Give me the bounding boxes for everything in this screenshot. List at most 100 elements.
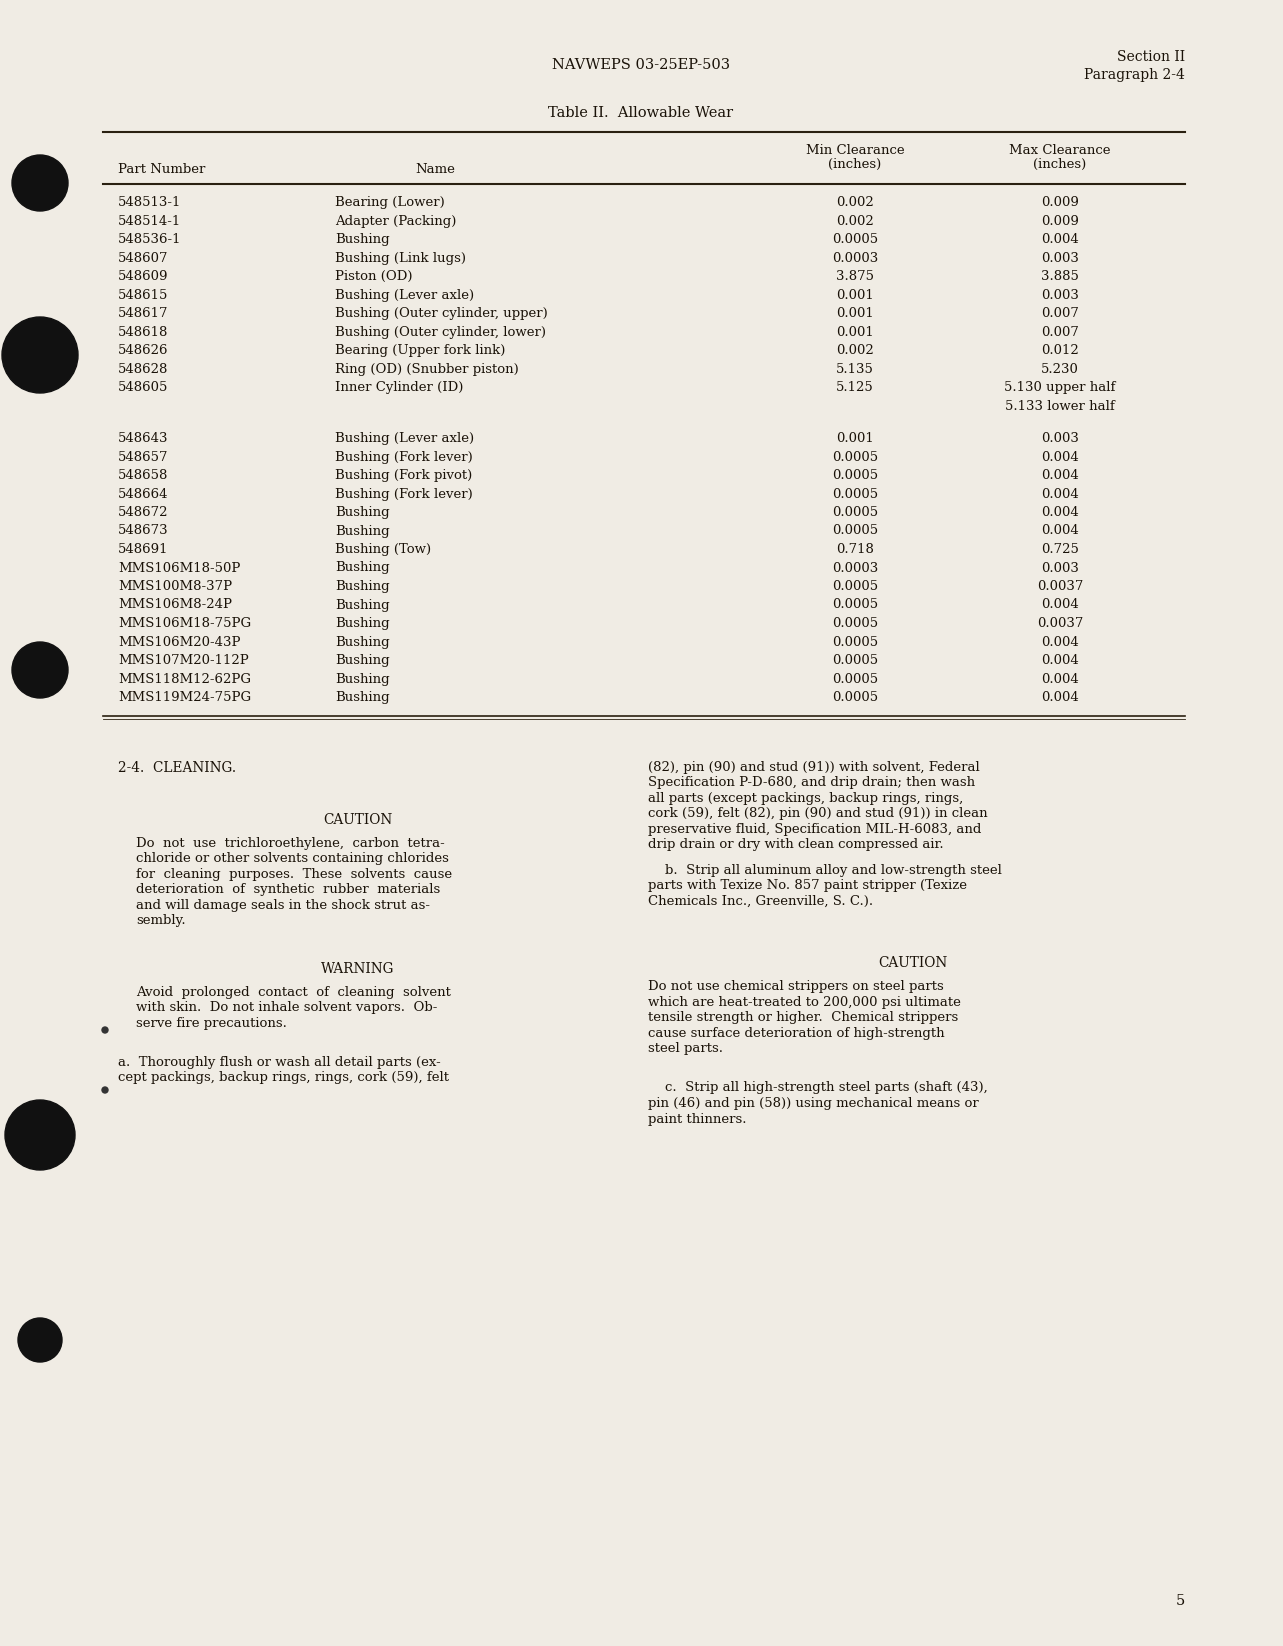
Text: Paragraph 2-4: Paragraph 2-4 [1084,67,1185,82]
Text: with skin.  Do not inhale solvent vapors.  Ob-: with skin. Do not inhale solvent vapors.… [136,1001,438,1014]
Text: Adapter (Packing): Adapter (Packing) [335,214,457,227]
Text: Ring (OD) (Snubber piston): Ring (OD) (Snubber piston) [335,362,518,375]
Circle shape [103,1027,108,1034]
Circle shape [3,318,78,393]
Text: Inner Cylinder (ID): Inner Cylinder (ID) [335,380,463,393]
Text: Bearing (Lower): Bearing (Lower) [335,196,445,209]
Text: 548628: 548628 [118,362,168,375]
Text: Chemicals Inc., Greenville, S. C.).: Chemicals Inc., Greenville, S. C.). [648,894,874,907]
Text: 0.0005: 0.0005 [831,617,878,630]
Text: 0.0005: 0.0005 [831,505,878,518]
Text: 0.0005: 0.0005 [831,525,878,538]
Text: 548691: 548691 [118,543,168,556]
Text: Bushing (Lever axle): Bushing (Lever axle) [335,431,475,444]
Text: pin (46) and pin (58)) using mechanical means or: pin (46) and pin (58)) using mechanical … [648,1096,979,1109]
Text: 0.0005: 0.0005 [831,635,878,649]
Circle shape [12,642,68,698]
Text: 5.130 upper half: 5.130 upper half [1005,380,1116,393]
Text: 548513-1: 548513-1 [118,196,181,209]
Text: 548609: 548609 [118,270,168,283]
Text: 0.004: 0.004 [1041,635,1079,649]
Text: 0.0005: 0.0005 [831,691,878,704]
Text: Bushing: Bushing [335,561,390,574]
Text: MMS106M18-50P: MMS106M18-50P [118,561,240,574]
Text: Bushing: Bushing [335,673,390,685]
Text: Bushing (Link lugs): Bushing (Link lugs) [335,252,466,265]
Text: 548643: 548643 [118,431,168,444]
Text: 0.004: 0.004 [1041,487,1079,500]
Text: 548672: 548672 [118,505,168,518]
Text: 5.135: 5.135 [837,362,874,375]
Text: 0.002: 0.002 [837,344,874,357]
Text: for  cleaning  purposes.  These  solvents  cause: for cleaning purposes. These solvents ca… [136,867,452,881]
Text: deterioration  of  synthetic  rubber  materials: deterioration of synthetic rubber materi… [136,882,440,895]
Text: CAUTION: CAUTION [323,813,393,826]
Text: 0.0005: 0.0005 [831,673,878,685]
Text: 548626: 548626 [118,344,168,357]
Text: Max Clearance: Max Clearance [1010,143,1111,156]
Text: 0.003: 0.003 [1041,252,1079,265]
Text: 0.003: 0.003 [1041,561,1079,574]
Text: Do  not  use  trichloroethylene,  carbon  tetra-: Do not use trichloroethylene, carbon tet… [136,836,445,849]
Text: Bushing (Outer cylinder, upper): Bushing (Outer cylinder, upper) [335,308,548,319]
Text: MMS107M20-112P: MMS107M20-112P [118,653,249,667]
Text: Bushing: Bushing [335,599,390,612]
Text: b.  Strip all aluminum alloy and low-strength steel: b. Strip all aluminum alloy and low-stre… [648,864,1002,877]
Text: 0.002: 0.002 [837,214,874,227]
Text: 0.0005: 0.0005 [831,451,878,464]
Text: 0.0005: 0.0005 [831,487,878,500]
Text: Bushing (Fork pivot): Bushing (Fork pivot) [335,469,472,482]
Text: 0.007: 0.007 [1041,308,1079,319]
Text: 5: 5 [1175,1593,1185,1608]
Text: MMS106M20-43P: MMS106M20-43P [118,635,240,649]
Text: 0.0005: 0.0005 [831,469,878,482]
Text: (inches): (inches) [829,158,881,171]
Text: 0.004: 0.004 [1041,691,1079,704]
Text: 0.0003: 0.0003 [831,252,878,265]
Text: 0.012: 0.012 [1041,344,1079,357]
Text: cept packings, backup rings, rings, cork (59), felt: cept packings, backup rings, rings, cork… [118,1072,449,1085]
Text: Bushing: Bushing [335,653,390,667]
Text: Bushing (Lever axle): Bushing (Lever axle) [335,288,475,301]
Text: 0.718: 0.718 [837,543,874,556]
Text: Bushing: Bushing [335,579,390,593]
Text: WARNING: WARNING [321,961,395,976]
Text: chloride or other solvents containing chlorides: chloride or other solvents containing ch… [136,853,449,866]
Text: paint thinners.: paint thinners. [648,1113,747,1126]
Text: Bushing: Bushing [335,635,390,649]
Text: c.  Strip all high-strength steel parts (shaft (43),: c. Strip all high-strength steel parts (… [648,1081,988,1095]
Text: 0.004: 0.004 [1041,505,1079,518]
Text: MMS106M18-75PG: MMS106M18-75PG [118,617,251,630]
Text: Bushing (Fork lever): Bushing (Fork lever) [335,451,472,464]
Text: 3.875: 3.875 [837,270,874,283]
Text: 0.004: 0.004 [1041,234,1079,245]
Text: Do not use chemical strippers on steel parts: Do not use chemical strippers on steel p… [648,979,944,993]
Text: Bushing: Bushing [335,525,390,538]
Text: MMS106M8-24P: MMS106M8-24P [118,599,232,612]
Text: serve fire precautions.: serve fire precautions. [136,1017,287,1029]
Text: 0.004: 0.004 [1041,525,1079,538]
Text: 548657: 548657 [118,451,168,464]
Text: Bushing (Outer cylinder, lower): Bushing (Outer cylinder, lower) [335,326,547,339]
Text: 0.001: 0.001 [837,288,874,301]
Text: 548607: 548607 [118,252,168,265]
Text: 2-4.  CLEANING.: 2-4. CLEANING. [118,760,236,775]
Text: 0.009: 0.009 [1041,196,1079,209]
Text: 0.725: 0.725 [1041,543,1079,556]
Text: (82), pin (90) and stud (91)) with solvent, Federal: (82), pin (90) and stud (91)) with solve… [648,760,980,774]
Text: MMS119M24-75PG: MMS119M24-75PG [118,691,251,704]
Text: Bushing (Tow): Bushing (Tow) [335,543,431,556]
Text: 0.007: 0.007 [1041,326,1079,339]
Text: 5.133 lower half: 5.133 lower half [1005,400,1115,413]
Text: tensile strength or higher.  Chemical strippers: tensile strength or higher. Chemical str… [648,1011,958,1024]
Text: Bushing: Bushing [335,234,390,245]
Text: Part Number: Part Number [118,163,205,176]
Text: 0.001: 0.001 [837,326,874,339]
Text: (inches): (inches) [1033,158,1087,171]
Text: Avoid  prolonged  contact  of  cleaning  solvent: Avoid prolonged contact of cleaning solv… [136,986,450,999]
Text: which are heat-treated to 200,000 psi ultimate: which are heat-treated to 200,000 psi ul… [648,996,961,1009]
Text: Min Clearance: Min Clearance [806,143,905,156]
Text: 548658: 548658 [118,469,168,482]
Text: Bushing: Bushing [335,691,390,704]
Text: Bushing: Bushing [335,617,390,630]
